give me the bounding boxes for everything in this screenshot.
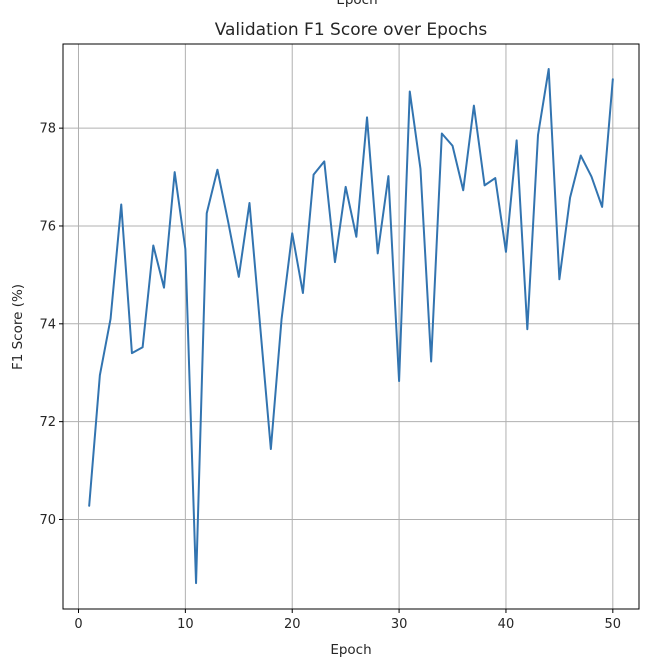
grid-lines (63, 44, 639, 609)
x-tick-label: 30 (391, 617, 408, 632)
f1-score-line (88, 67, 614, 585)
x-tick-label: 40 (498, 617, 515, 632)
clipped-top-label: Epoch (336, 0, 377, 8)
chart-title: Validation F1 Score over Epochs (215, 20, 488, 40)
series-line-group (88, 67, 614, 585)
x-tick-label: 50 (605, 617, 622, 632)
y-axis-label: F1 Score (%) (10, 284, 26, 370)
x-tick-label: 20 (284, 617, 301, 632)
x-tick-label: 0 (74, 617, 82, 632)
y-tick-label: 72 (39, 415, 56, 430)
y-tick-label: 70 (39, 513, 56, 528)
plot-frame (62, 43, 640, 610)
y-tick-label: 74 (39, 317, 56, 332)
y-tick-label: 76 (39, 219, 56, 234)
y-tick-label: 78 (39, 122, 56, 137)
axis-ticks: 0 10 20 30 40 50 70 72 74 76 78 (39, 122, 621, 632)
x-axis-label: Epoch (330, 642, 371, 658)
x-tick-label: 10 (177, 617, 194, 632)
